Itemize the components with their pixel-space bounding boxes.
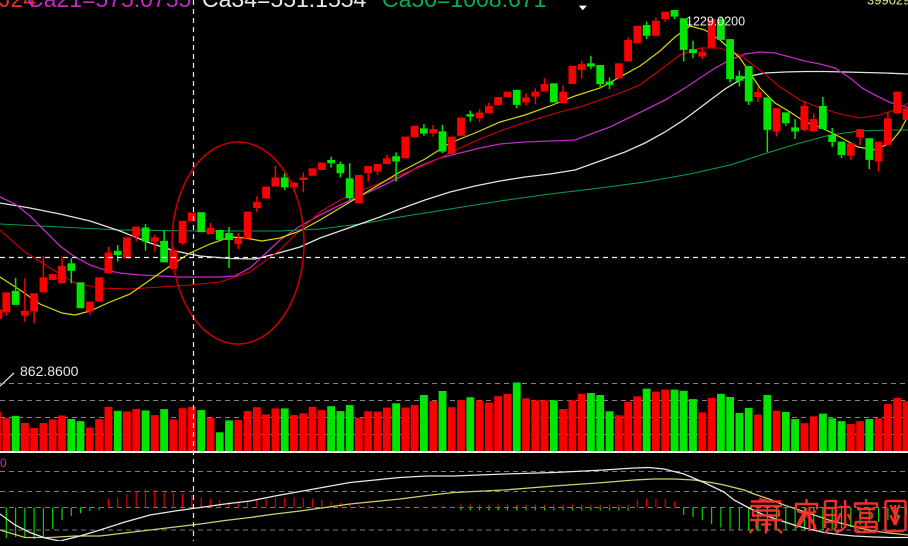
svg-text:Ca34=551.1554: Ca34=551.1554 (202, 0, 367, 12)
svg-text:0: 0 (0, 456, 7, 470)
svg-text:1229.0200: 1229.0200 (686, 15, 745, 29)
svg-text:Ca50=1008.671: Ca50=1008.671 (382, 0, 546, 12)
svg-text:399029: 399029 (867, 0, 908, 8)
svg-text:Ca21=575.0755: Ca21=575.0755 (27, 0, 191, 12)
svg-text:862.8600: 862.8600 (20, 363, 79, 379)
svg-text:J24: J24 (0, 0, 36, 12)
